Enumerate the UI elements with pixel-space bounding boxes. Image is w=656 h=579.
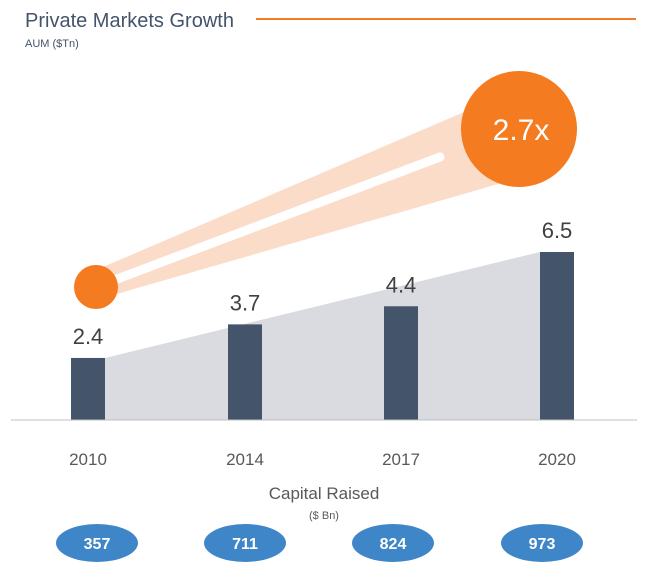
- capital-value-2010: 357: [84, 536, 111, 553]
- x-tick-2010: 2010: [69, 450, 107, 469]
- capital-raised-title: Capital Raised: [269, 484, 380, 503]
- growth-beam-highlight: [99, 152, 445, 289]
- chart-title: Private Markets Growth: [25, 10, 234, 32]
- chart-subtitle: AUM ($Tn): [25, 38, 79, 50]
- capital-pill-2010: [56, 524, 138, 562]
- capital-value-2014: 711: [232, 536, 258, 553]
- trend-area: [105, 252, 540, 420]
- bar-2010: [71, 357, 105, 420]
- bar-2020: [540, 252, 574, 420]
- capital-raised-unit: ($ Bn): [309, 510, 339, 522]
- x-tick-2017: 2017: [382, 450, 420, 469]
- multiplier-circle: [461, 71, 577, 187]
- capital-pill-2014: [204, 524, 286, 562]
- value-label-2010: 2.4: [73, 324, 104, 349]
- capital-pill-2017: [352, 524, 434, 562]
- multiplier-label: 2.7x: [493, 114, 550, 147]
- capital-value-2020: 973: [529, 536, 556, 553]
- start-circle: [74, 265, 118, 309]
- value-label-2020: 6.5: [542, 218, 573, 243]
- bar-2014: [228, 324, 262, 420]
- bar-2017: [384, 306, 418, 420]
- value-label-2017: 4.4: [386, 272, 417, 297]
- x-tick-2020: 2020: [538, 450, 576, 469]
- bars-group: 2.4 2010 3.7 2014 4.4 2017 6.5 2020: [69, 218, 576, 469]
- capital-pills-group: 357 711 824 973: [56, 524, 583, 562]
- value-label-2014: 3.7: [230, 290, 261, 315]
- growth-beam: [96, 88, 526, 300]
- capital-pill-2020: [501, 524, 583, 562]
- x-tick-2014: 2014: [226, 450, 264, 469]
- capital-value-2017: 824: [380, 536, 407, 553]
